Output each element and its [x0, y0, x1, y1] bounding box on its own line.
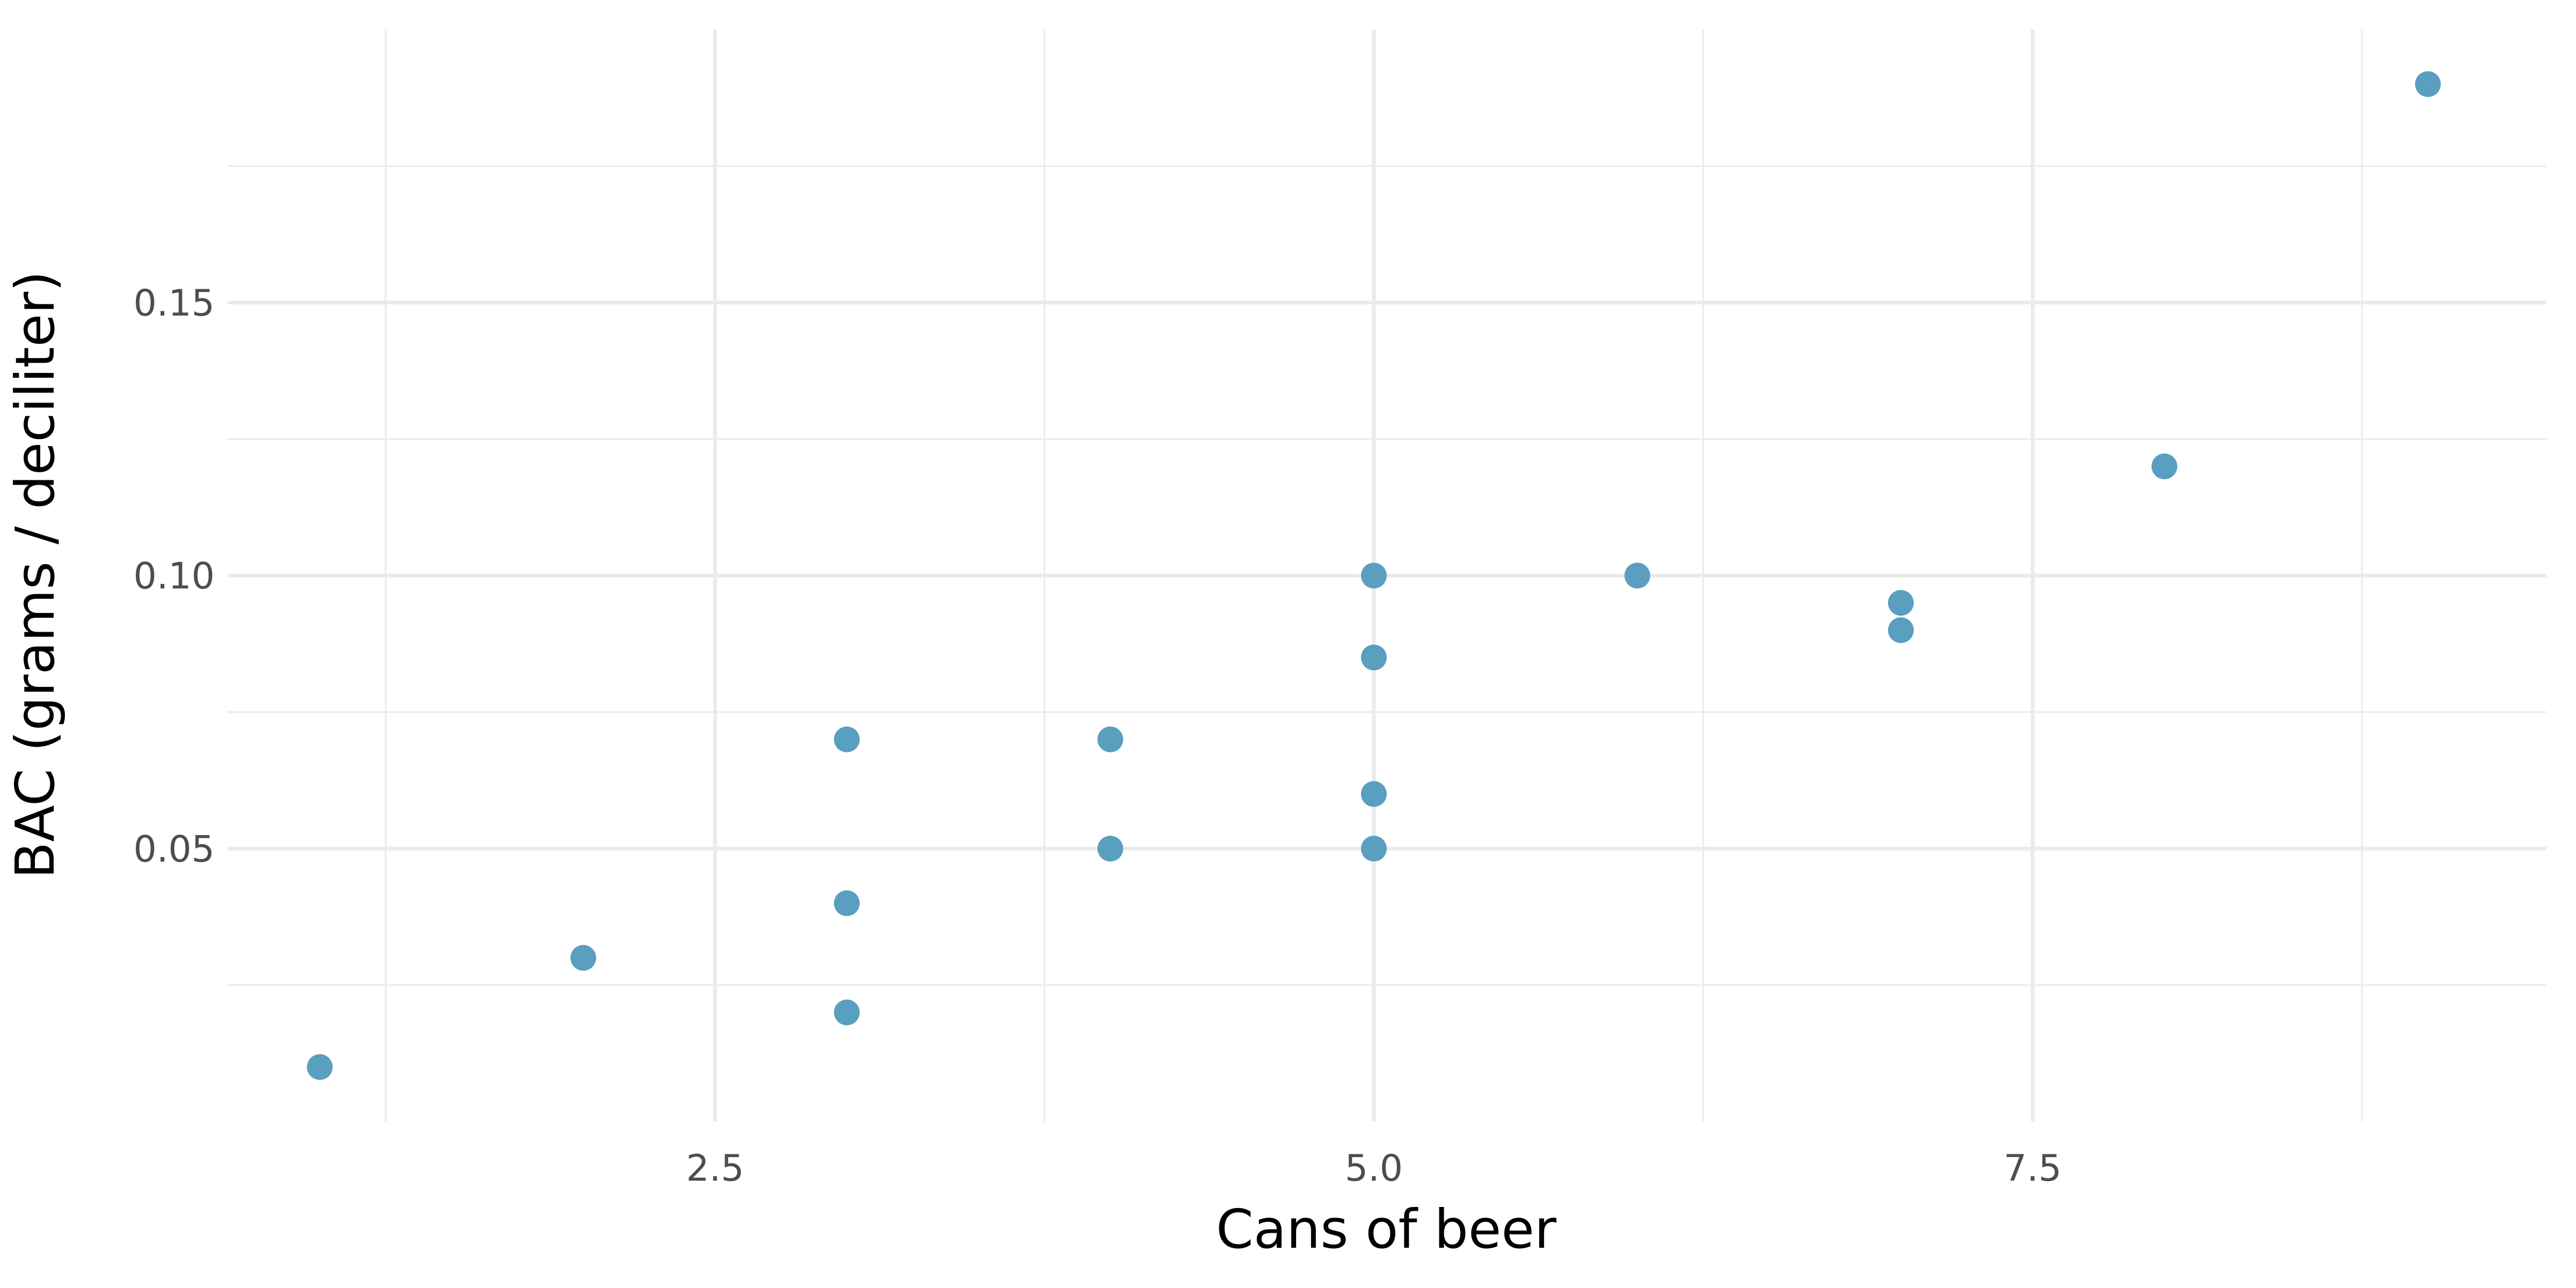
major-gridlines	[228, 30, 2546, 1122]
scatter-point	[570, 945, 596, 971]
y-tick-label: 0.15	[134, 282, 215, 325]
x-tick-label: 5.0	[1345, 1147, 1403, 1190]
scatter-point	[1624, 562, 1650, 589]
scatter-point	[1360, 562, 1387, 589]
scatter-point	[1887, 617, 1914, 643]
y-axis-title: BAC (grams / deciliter)	[4, 271, 67, 879]
data-points	[306, 71, 2441, 1080]
scatter-point	[2151, 453, 2178, 479]
scatter-point	[833, 890, 860, 916]
scatter-point	[1360, 645, 1387, 671]
x-tick-label: 2.5	[686, 1147, 744, 1190]
x-tick-label: 7.5	[2003, 1147, 2061, 1190]
scatter-point	[1097, 726, 1123, 752]
scatter-point	[306, 1054, 333, 1080]
scatter-point	[833, 726, 860, 752]
scatter-point	[1097, 836, 1123, 862]
scatter-point	[1887, 590, 1914, 616]
x-axis-tick-labels: 2.5 5.0 7.5	[686, 1147, 2061, 1190]
y-axis-tick-labels: 0.05 0.10 0.15	[134, 282, 215, 871]
scatter-point	[1360, 836, 1387, 862]
scatter-point	[1360, 781, 1387, 807]
minor-gridlines	[228, 30, 2546, 1122]
scatter-point	[833, 999, 860, 1026]
y-tick-label: 0.05	[134, 828, 215, 870]
scatter-point	[2415, 71, 2441, 97]
x-axis-title: Cans of beer	[1216, 1198, 1557, 1261]
y-tick-label: 0.10	[134, 555, 215, 598]
